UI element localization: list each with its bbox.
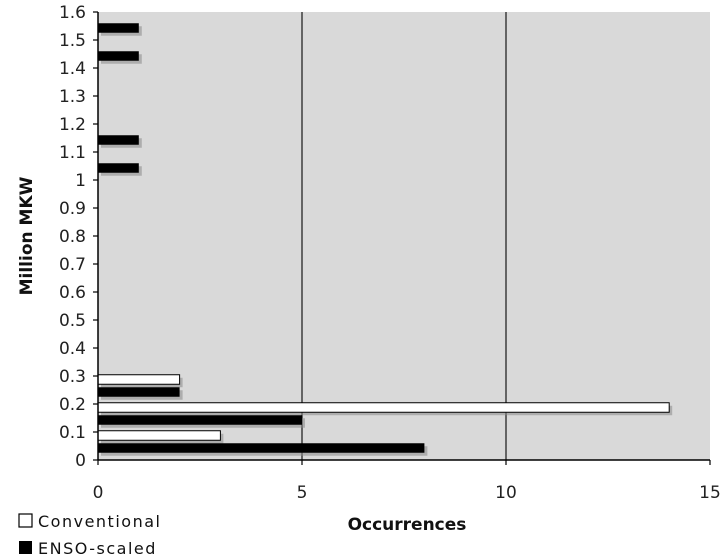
axes [93,11,711,465]
plot-area [98,12,710,460]
y-tick-label: 0.2 [59,395,86,415]
legend-label-conventional: Conventional [38,512,161,531]
y-tick-label: 1 [75,171,86,191]
bar-enso-scaled-1.4 [98,51,139,61]
y-tick-label: 1.3 [59,87,86,107]
y-tick-label: 0.3 [59,367,86,387]
y-tick-label: 1.4 [59,59,86,79]
x-tick-label: 0 [93,483,104,503]
bar-enso-scaled-1.1 [98,135,139,145]
legend-swatch-conventional [18,513,33,528]
bar-enso-scaled-1.5 [98,23,139,33]
bar-conventional-0.2 [97,374,181,385]
y-tick-label: 1.2 [59,115,86,135]
bar-enso-scaled-1 [98,163,139,173]
bar-group [97,23,673,456]
bar-enso-scaled-0.1 [98,415,302,425]
y-tick-label: 0.8 [59,227,86,247]
y-axis-title: Million MKW [17,176,37,295]
y-tick-label: 0.1 [59,423,86,443]
x-tick-label: 5 [297,483,308,503]
y-tick-label: 1.6 [59,3,86,23]
bar-enso-scaled-0 [98,443,425,453]
y-tick-labels: 0 0.1 0.2 0.3 0.4 0.5 0.6 0.7 0.8 0.9 1 1.1 1.2 1.3 1.… [59,3,86,471]
x-tick-label: 15 [699,483,721,503]
legend: Conventional ENSO-scaled [18,512,161,558]
grid-lines [301,12,507,460]
bar-enso-scaled-0.2 [98,387,180,397]
x-axis-title: Occurrences [348,515,467,535]
y-tick-label: 0.5 [59,311,86,331]
y-tick-label: 1.1 [59,143,86,163]
y-tick-label: 0.7 [59,255,86,275]
bar-conventional-0 [97,430,221,441]
y-tick-label: 0.6 [59,283,86,303]
y-tick-label: 0.4 [59,339,86,359]
y-tick-label: 0 [75,451,86,471]
legend-swatch-enso-scaled [19,541,32,554]
x-tick-label: 10 [495,483,517,503]
y-tick-label: 1.5 [59,31,86,51]
legend-label-enso-scaled: ENSO-scaled [38,539,157,558]
bar-conventional-0.1 [97,402,670,413]
x-tick-labels: 0 5 10 15 [93,483,721,503]
y-tick-label: 0.9 [59,199,86,219]
